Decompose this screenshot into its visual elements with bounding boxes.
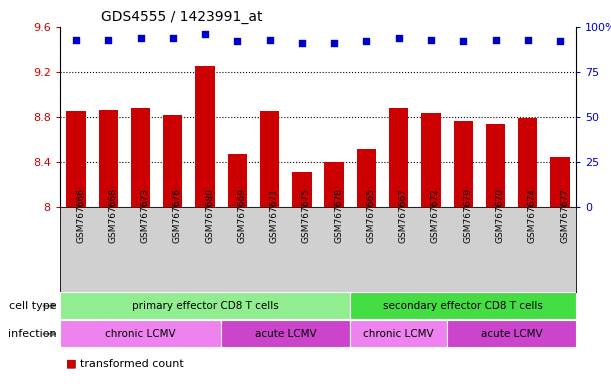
Point [329,40,339,46]
Point [394,35,404,41]
Point [491,36,500,43]
Text: GSM767671: GSM767671 [269,188,279,243]
Text: acute LCMV: acute LCMV [481,329,543,339]
Point [103,36,113,43]
Point [232,38,242,45]
Bar [518,118,538,207]
Text: ■ transformed count: ■ transformed count [66,358,184,368]
Point [426,36,436,43]
Bar [292,172,312,207]
Text: chronic LCMV: chronic LCMV [105,329,176,339]
Bar [486,124,505,207]
Point [168,35,178,41]
Text: secondary effector CD8 T cells: secondary effector CD8 T cells [383,301,543,311]
Bar [60,292,350,319]
Text: GSM767673: GSM767673 [141,188,150,243]
Bar [163,115,183,207]
Bar [421,113,441,207]
Bar [228,154,247,207]
Text: acute LCMV: acute LCMV [255,329,316,339]
Text: chronic LCMV: chronic LCMV [364,329,434,339]
Point [71,36,81,43]
Text: GSM767667: GSM767667 [399,188,408,243]
Text: GSM767669: GSM767669 [237,188,246,243]
Bar [447,320,576,348]
Bar [60,320,221,348]
Bar [131,108,150,207]
Text: ■: ■ [66,358,76,368]
Text: GSM767678: GSM767678 [334,188,343,243]
Point [265,36,274,43]
Point [297,40,307,46]
Point [523,36,533,43]
Text: infection: infection [8,329,57,339]
Text: primary effector CD8 T cells: primary effector CD8 T cells [132,301,279,311]
Text: GSM767672: GSM767672 [431,189,440,243]
Text: GDS4555 / 1423991_at: GDS4555 / 1423991_at [101,10,263,25]
Text: GSM767677: GSM767677 [560,188,569,243]
Text: GSM767670: GSM767670 [496,188,505,243]
Bar [98,110,118,207]
Bar [357,149,376,207]
Bar [551,157,569,207]
Bar [221,320,350,348]
Point [458,38,468,45]
Text: GSM767666: GSM767666 [76,188,85,243]
Text: GSM767668: GSM767668 [108,188,117,243]
Text: GSM767679: GSM767679 [463,188,472,243]
Point [555,38,565,45]
Bar [260,111,279,207]
Text: GSM767674: GSM767674 [528,189,537,243]
Text: GSM767665: GSM767665 [367,188,375,243]
Bar [453,121,473,207]
Bar [389,108,408,207]
Bar [324,162,344,207]
Bar [67,111,86,207]
Text: cell type: cell type [9,301,57,311]
Text: GSM767680: GSM767680 [205,188,214,243]
Point [200,31,210,37]
Bar [350,320,447,348]
Bar [350,292,576,319]
Point [136,35,145,41]
Text: GSM767676: GSM767676 [173,188,182,243]
Text: GSM767675: GSM767675 [302,188,311,243]
Point [362,38,371,45]
Bar [196,66,215,207]
